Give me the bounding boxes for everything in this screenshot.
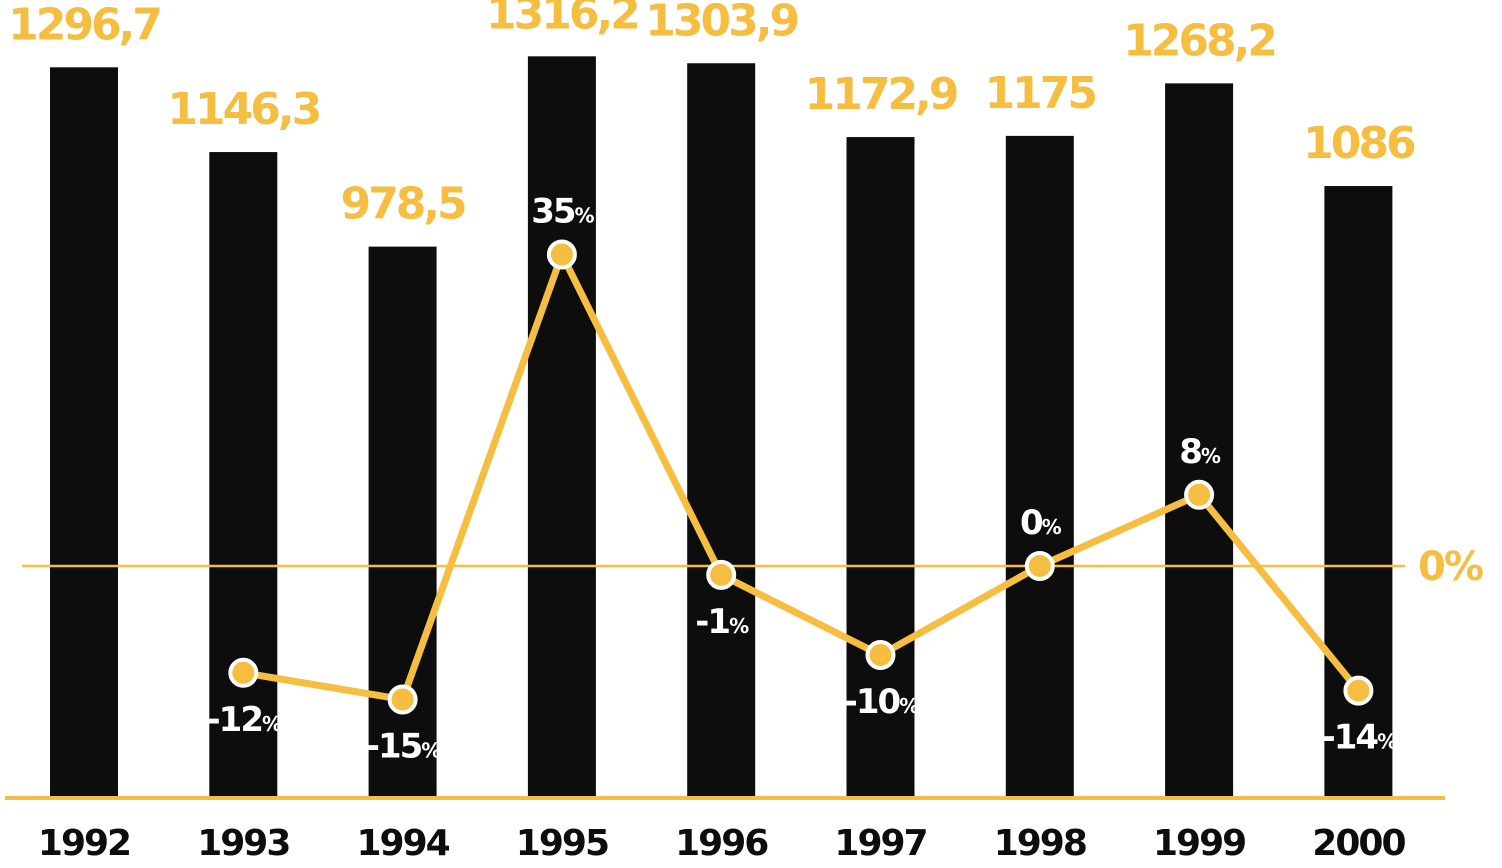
pct-marker-1997 <box>865 640 896 670</box>
pct-marker-1998 <box>1024 551 1055 581</box>
pct-label-1994: -15% <box>366 727 441 767</box>
pct-marker-1994 <box>387 684 418 715</box>
bar-1995 <box>527 56 596 799</box>
bar-value-label-1999: 1268,2 <box>1123 15 1275 66</box>
pct-label-1995: 35% <box>531 192 594 232</box>
x-tick-label-1999: 1999 <box>1153 823 1245 864</box>
x-tick-label-2000: 2000 <box>1312 823 1405 864</box>
bar-1997 <box>846 137 915 798</box>
bar-value-label-2000: 1086 <box>1303 118 1415 169</box>
bar-value-label-1992: 1296,7 <box>8 0 160 50</box>
bar-1996 <box>687 63 756 799</box>
x-tick-label-1996: 1996 <box>675 823 768 864</box>
pct-label-1997: -10% <box>844 682 919 722</box>
zero-reference-label: 0% <box>1418 544 1483 590</box>
pct-label-1996: -1% <box>695 602 749 642</box>
pct-marker-1996 <box>706 559 737 590</box>
bar-value-label-1995: 1316,2 <box>486 0 638 39</box>
pct-marker-1999 <box>1184 479 1215 510</box>
bar-value-label-1997: 1172,9 <box>805 69 957 120</box>
pct-marker-1995 <box>546 239 577 270</box>
percent-change-markers <box>228 239 1374 715</box>
x-tick-label-1997: 1997 <box>834 823 926 864</box>
pct-marker-1993 <box>228 657 259 688</box>
bar-1998 <box>1005 135 1074 798</box>
x-tick-label-1994: 1994 <box>356 823 449 864</box>
bar-value-label-1998: 1175 <box>985 68 1096 119</box>
pct-label-1998: 0% <box>1020 503 1062 543</box>
percent-change-line <box>242 251 1362 703</box>
x-tick-label-1993: 1993 <box>197 823 289 864</box>
percent-change-labels: -12% -15% 35% -1% -10% 0% 8% -14% <box>207 192 1400 767</box>
x-axis-tick-labels: 1992 1993 1994 1995 1996 1997 1998 1999 2000 <box>38 823 1408 864</box>
x-tick-label-1995: 1995 <box>516 823 608 864</box>
pct-label-2000: -14% <box>1322 718 1397 758</box>
pct-label-1993: -12% <box>207 700 282 740</box>
bar-group <box>50 56 1393 799</box>
bar-1994 <box>368 246 437 799</box>
bar-value-label-1993: 1146,3 <box>167 84 319 135</box>
x-tick-label-1992: 1992 <box>38 823 130 864</box>
pct-label-1999: 8% <box>1179 432 1221 472</box>
bar-value-label-1996: 1303,9 <box>645 0 797 46</box>
bar-1999 <box>1165 83 1234 798</box>
bar-2000 <box>1324 186 1393 798</box>
x-tick-label-1998: 1998 <box>994 823 1086 864</box>
bar-value-label-1994: 978,5 <box>341 179 466 230</box>
bar-1992 <box>50 67 118 798</box>
pct-marker-2000 <box>1343 675 1374 706</box>
bar-1993 <box>209 152 278 799</box>
